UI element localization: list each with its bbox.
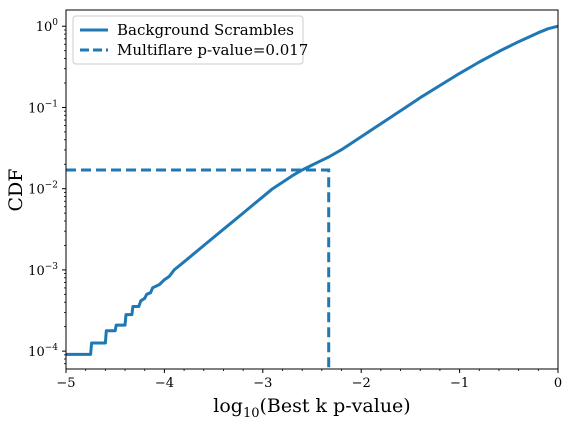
legend: Background Scrambles Multiflare p-value=… [73,16,308,64]
x-tick-label: −2 [352,376,371,391]
y-tick-label: 10−4 [28,343,58,360]
y-tick-label: 10−3 [28,262,58,279]
legend-label-background-scrambles: Background Scrambles [117,21,294,39]
series-layer [66,26,558,371]
x-axis-label: log10(Best k p-value) [213,395,410,421]
ticks-layer: −5 −4 −3 −2 −1 0 10−4 10−3 10−2 10−1 100 [28,18,562,391]
y-tick-label: 100 [36,18,59,35]
x-tick-label: 0 [554,376,562,391]
y-tick-label: 10−1 [28,99,58,116]
x-tick-label: −4 [155,376,174,391]
legend-label-multiflare: Multiflare p-value=0.017 [117,41,308,59]
x-tick-label: −1 [450,376,469,391]
y-axis-label: CDF [5,169,27,212]
x-tick-label: −5 [56,376,75,391]
y-tick-label: 10−2 [28,181,58,198]
x-tick-label: −3 [253,376,272,391]
series-line-background-scrambles [66,26,558,354]
